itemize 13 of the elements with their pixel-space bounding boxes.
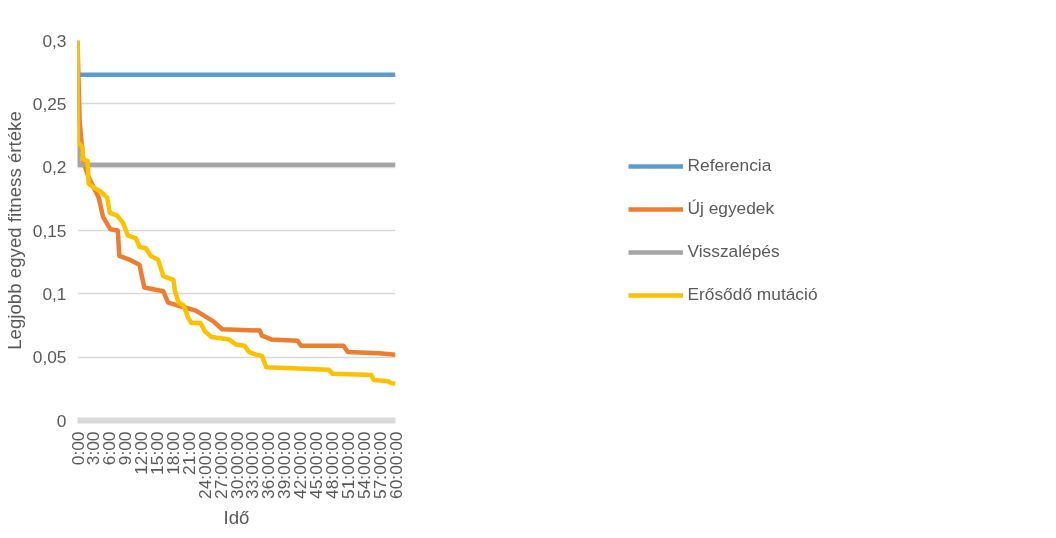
y-tick-label: 0,15 [32,220,67,241]
y-tick-label: 0,3 [42,30,67,51]
legend-label: Új egyedek [687,198,775,219]
x-axis-title: Idő [223,506,250,528]
y-tick-label: 0,1 [42,283,67,304]
y-tick-label: 0,05 [32,347,67,368]
y-tick-label: 0,25 [32,93,67,114]
y-tick-label: 0,2 [42,157,67,178]
legend-label: Erősődő mutáció [687,284,818,305]
legend-label: Visszalépés [687,241,780,262]
y-tick-label: 0 [56,410,67,431]
legend-label: Referencia [687,155,772,176]
y-axis-title: Legjobb egyed fitness értéke [3,111,25,350]
